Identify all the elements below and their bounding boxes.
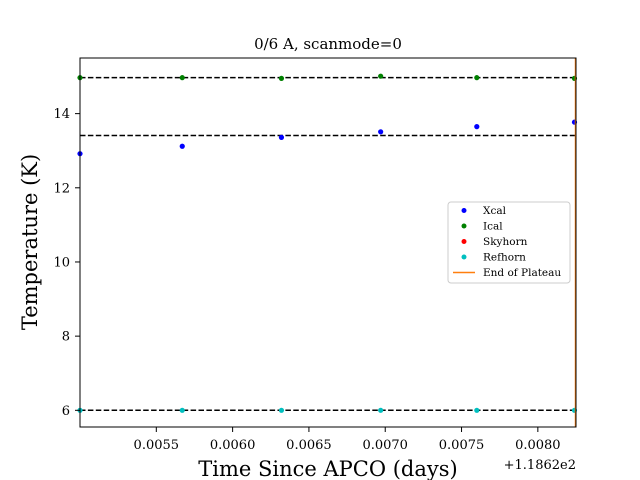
point-xcal-3: [378, 129, 384, 135]
x-axis-label: Time Since APCO (days): [198, 457, 457, 480]
point-refhorn-3: [378, 407, 384, 413]
x-tick-label-2: 0.0065: [286, 438, 332, 453]
y-tick-label-0: 6: [62, 404, 70, 419]
axes-border: [79, 57, 577, 428]
point-xcal-4: [474, 124, 480, 130]
reference-lines: [80, 76, 576, 412]
chart-title: 0/6 A, scanmode=0: [254, 35, 402, 53]
y-tick-label-3: 12: [53, 181, 70, 196]
legend-label-refhorn: Refhorn: [483, 252, 526, 264]
y-tick-label-2: 10: [53, 255, 70, 270]
point-ical-3: [378, 73, 384, 79]
x-tick-label-3: 0.0070: [362, 438, 408, 453]
point-ical-2: [278, 75, 285, 81]
x-tick-label-0: 0.0055: [134, 438, 180, 453]
point-xcal-1: [179, 143, 185, 149]
legend: Xcal Ical Skyhorn Refhorn End of Plateau: [447, 201, 571, 284]
legend-label-end-of-plateau: End of Plateau: [483, 267, 561, 279]
x-tick-label-1: 0.0060: [210, 438, 256, 453]
legend-box: [447, 201, 571, 284]
y-tick-label-4: 14: [53, 107, 70, 122]
y-axis-ticks: 6 8 10 12 14: [53, 107, 80, 419]
y-tick-label-1: 8: [62, 330, 70, 345]
legend-marker-refhorn: [461, 254, 467, 260]
legend-marker-xcal: [461, 208, 467, 213]
x-axis-ticks: 0.0055 0.0060 0.0065 0.0070 0.0075 0.0080: [134, 427, 561, 453]
x-tick-label-4: 0.0075: [439, 438, 485, 453]
point-ical-4: [474, 75, 480, 81]
point-refhorn-4: [474, 407, 480, 413]
x-offset-label: +1.1862e2: [504, 458, 576, 473]
point-refhorn-1: [179, 407, 185, 413]
legend-label-skyhorn: Skyhorn: [483, 236, 528, 248]
point-ical-1: [179, 75, 185, 81]
legend-label-ical: Ical: [483, 221, 503, 233]
point-xcal-2: [278, 134, 285, 140]
legend-label-xcal: Xcal: [483, 205, 507, 217]
legend-marker-ical: [461, 223, 467, 229]
data-points: [77, 73, 578, 413]
y-axis-label: Temperature (K): [18, 154, 42, 330]
legend-marker-skyhorn: [461, 239, 467, 244]
point-refhorn-2: [278, 407, 285, 413]
x-tick-label-5: 0.0080: [515, 438, 561, 453]
